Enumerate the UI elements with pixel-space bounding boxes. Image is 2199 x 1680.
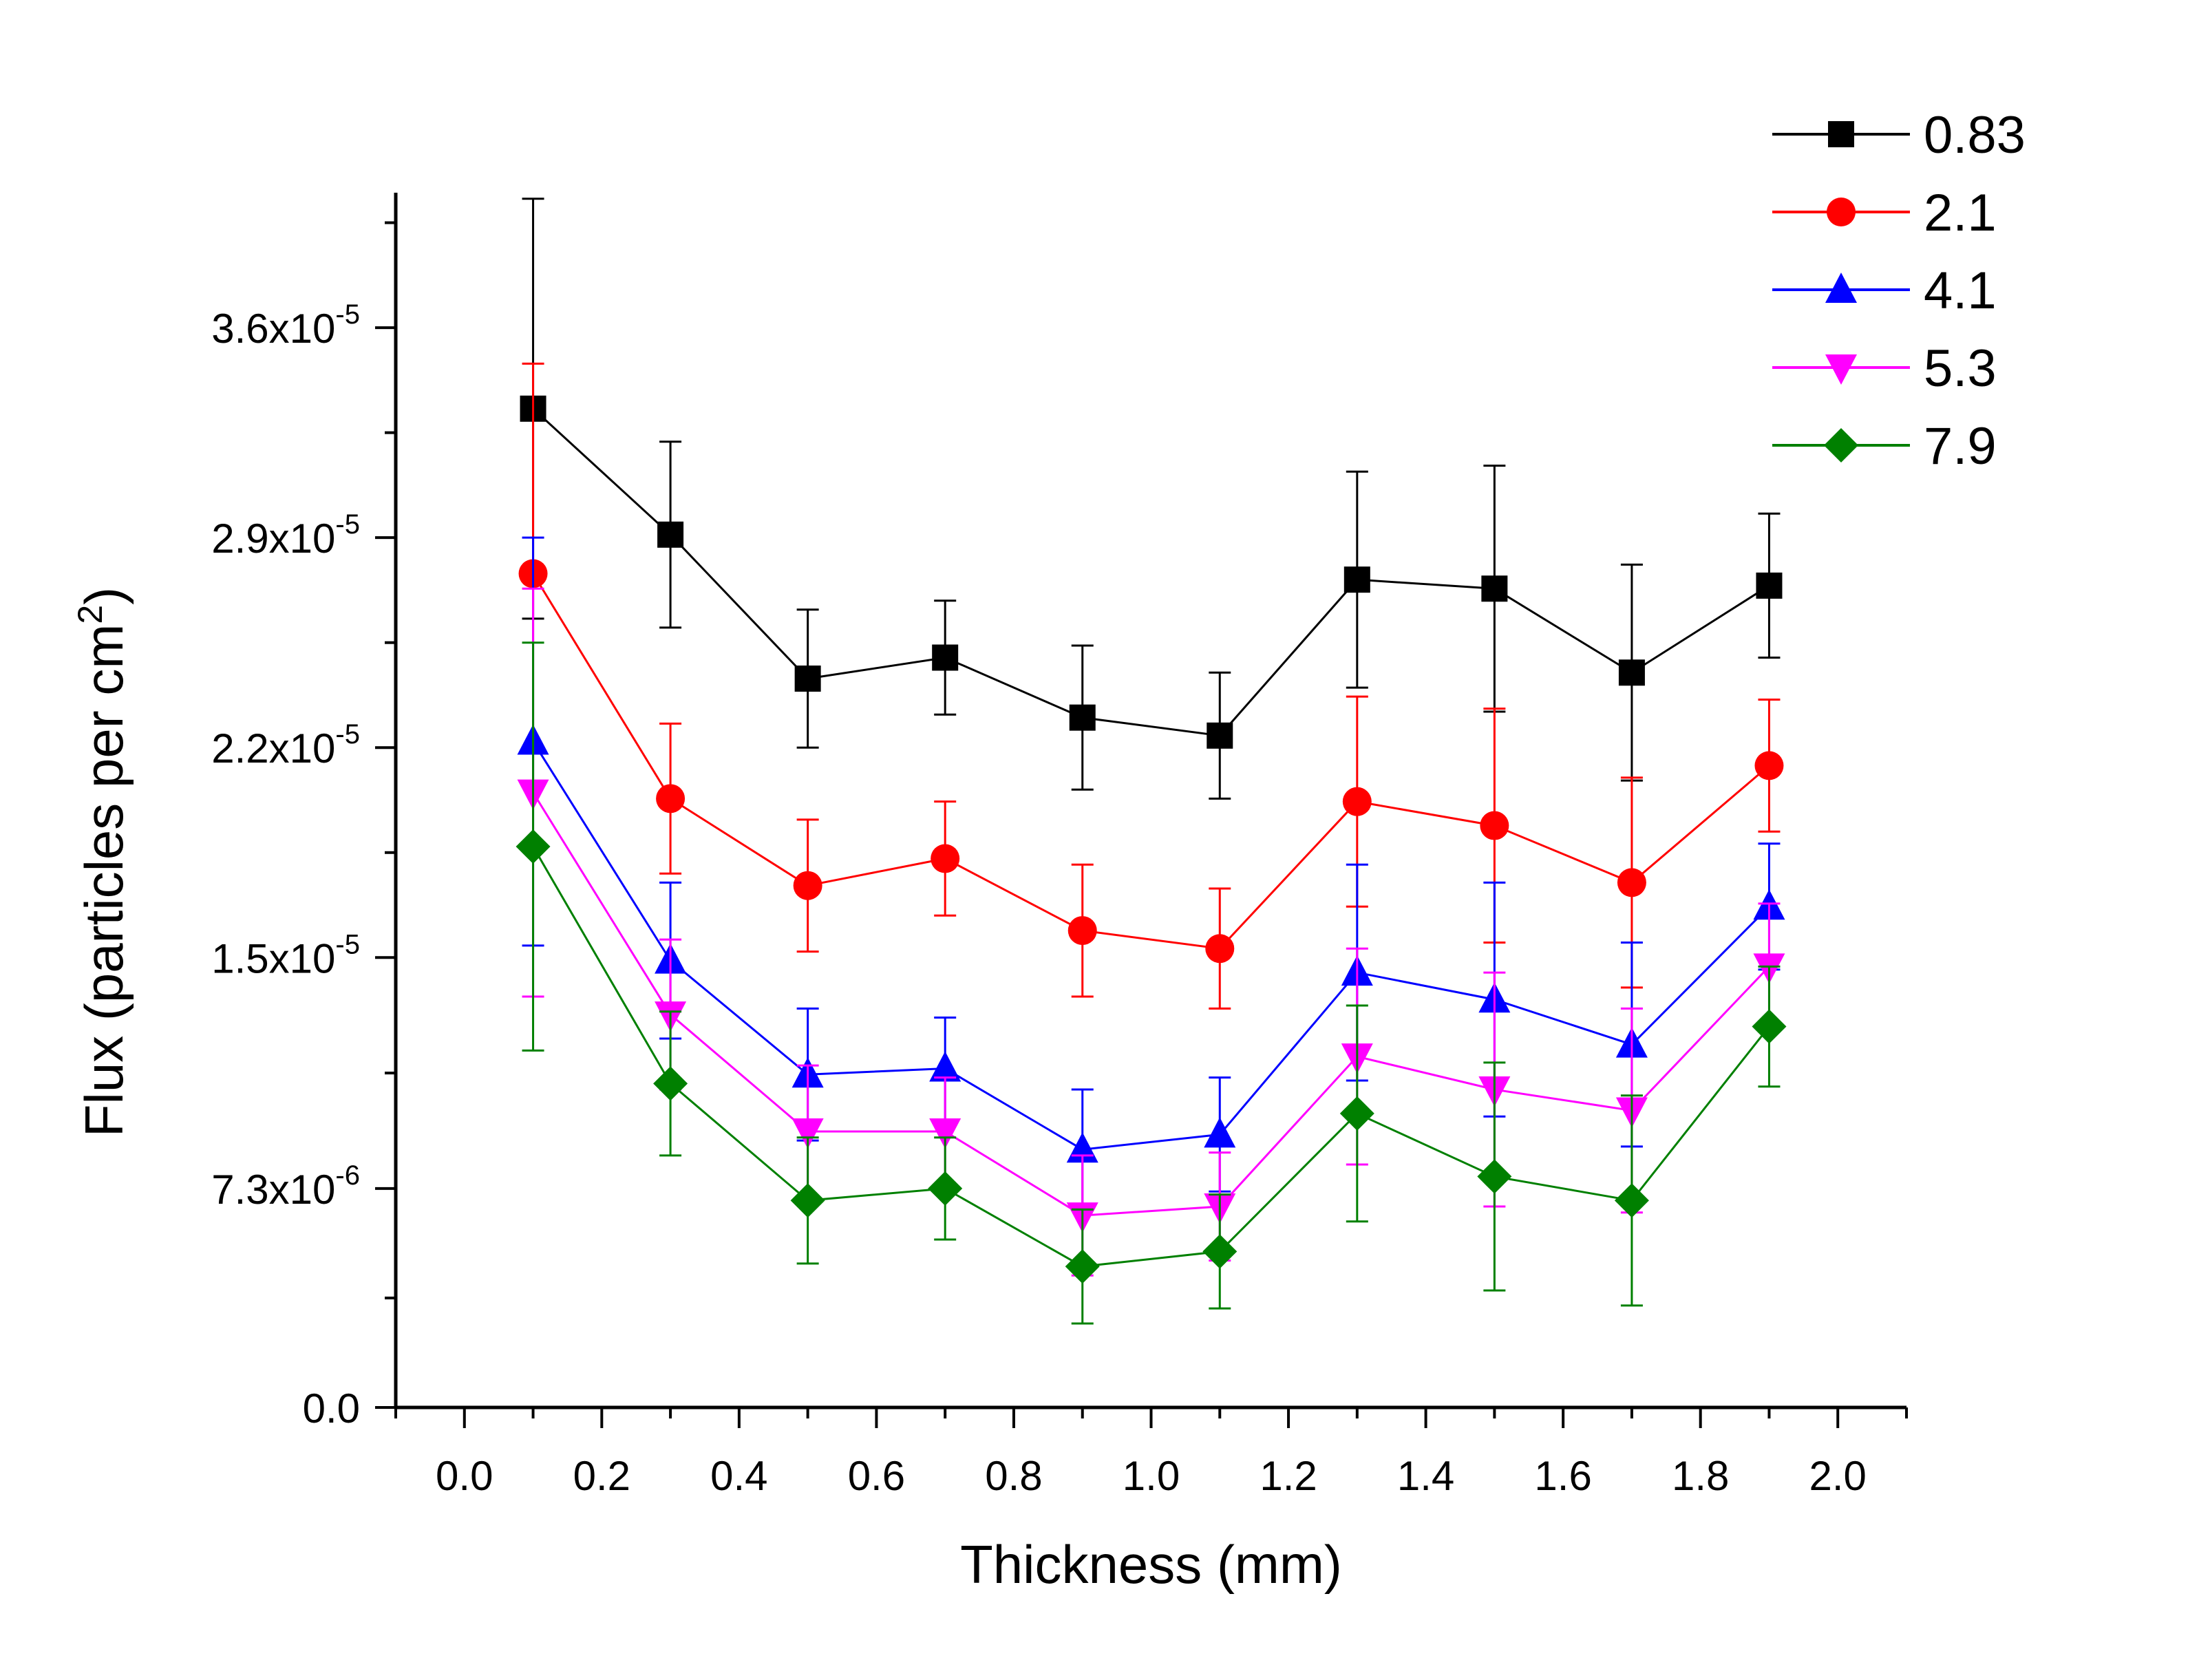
- legend-item-4.1: 4.1: [1772, 262, 1997, 320]
- plot-area: [516, 198, 1787, 1325]
- legend-marker: [1824, 428, 1858, 462]
- axes: 0.0 0.2 0.4 0.6 0.8 1.0 1.2 1.4 1.6 1.8 2.0 0.0 7.3x…: [211, 193, 1908, 1499]
- data-point: [1204, 1117, 1236, 1148]
- series-7.9: [516, 641, 1787, 1325]
- x-tick-label: 1.2: [1260, 1453, 1317, 1499]
- y-axis-title-end: ): [74, 587, 134, 605]
- x-tick-label: 0.4: [710, 1453, 767, 1499]
- data-point: [1205, 934, 1235, 964]
- data-point: [1067, 916, 1097, 946]
- y-tick-mantissa: 7.3x10: [211, 1167, 335, 1213]
- legend-marker: [1827, 198, 1856, 226]
- data-point: [794, 666, 821, 692]
- data-point: [929, 1051, 962, 1082]
- data-point: [656, 784, 686, 814]
- x-tick-label: 1.0: [1123, 1453, 1180, 1499]
- series-4.1: [517, 536, 1785, 1211]
- y-tick-label: 1.5x10-5: [211, 929, 360, 981]
- legend: 0.83 2.1 4.1 5.3 7.9: [1772, 106, 2026, 476]
- legend-item-7.9: 7.9: [1772, 417, 1997, 476]
- data-point: [793, 871, 822, 900]
- x-tick-label: 1.6: [1534, 1453, 1591, 1499]
- legend-label: 2.1: [1924, 184, 1997, 242]
- legend-item-2.1: 2.1: [1772, 184, 1997, 242]
- y-axis-title-superscript: 2: [71, 605, 109, 624]
- y-tick-mantissa: 2.2x10: [211, 725, 335, 772]
- data-point: [929, 1118, 962, 1149]
- legend-item-0.83: 0.83: [1772, 106, 2026, 164]
- data-point: [1754, 751, 1784, 780]
- legend-label: 4.1: [1924, 262, 1997, 320]
- data-point: [1756, 572, 1783, 599]
- y-axis-title-main: Flux (particles per cm: [74, 624, 134, 1138]
- y-tick-label: 3.6x10-5: [211, 299, 360, 352]
- y-tick-mantissa: 1.5x10: [211, 935, 335, 981]
- x-axis-title: Thickness (mm): [960, 1534, 1342, 1595]
- series-line: [532, 741, 1770, 1151]
- series-line: [532, 573, 1770, 950]
- y-tick-mantissa: 2.9x10: [211, 515, 335, 562]
- data-point: [932, 644, 959, 671]
- data-point: [792, 1118, 824, 1149]
- x-tick-label: 1.4: [1397, 1453, 1454, 1499]
- data-point: [1069, 704, 1096, 731]
- y-tick-label: 2.9x10-5: [211, 509, 360, 562]
- x-tick-label: 2.0: [1809, 1453, 1867, 1499]
- y-tick-mantissa: 3.6x10: [211, 306, 335, 352]
- data-point: [653, 1066, 688, 1101]
- series-line: [532, 407, 1770, 737]
- y-axis-title: Flux (particles per cm2): [71, 587, 134, 1137]
- data-point: [790, 1183, 825, 1218]
- legend-label: 7.9: [1924, 417, 1997, 476]
- data-point: [1614, 1183, 1649, 1218]
- y-tick-exponent: -6: [335, 1160, 360, 1191]
- data-point: [1065, 1249, 1100, 1284]
- data-point: [1617, 868, 1646, 897]
- data-point: [657, 521, 684, 548]
- y-tick-exponent: -5: [335, 299, 360, 330]
- x-tick-label: 0.2: [573, 1453, 630, 1499]
- series-5.3: [517, 587, 1785, 1277]
- y-tick-exponent: -5: [335, 509, 360, 540]
- legend-item-5.3: 5.3: [1772, 339, 1997, 398]
- series-2.1: [518, 362, 1784, 1010]
- y-tick-label: 2.2x10-5: [211, 719, 360, 772]
- series-line: [532, 791, 1770, 1217]
- data-point: [931, 844, 960, 873]
- data-point: [1481, 575, 1508, 602]
- y-tick-exponent: -5: [335, 929, 360, 959]
- legend-marker: [1825, 354, 1857, 385]
- data-point: [928, 1171, 963, 1206]
- data-point: [1477, 1159, 1512, 1194]
- x-tick-label: 1.8: [1672, 1453, 1729, 1499]
- data-point: [1207, 722, 1233, 749]
- data-point: [1202, 1234, 1237, 1269]
- x-tick-label: 0.0: [436, 1453, 493, 1499]
- series-0.83: [520, 198, 1783, 800]
- legend-marker: [1828, 121, 1854, 147]
- x-tick-label: 0.8: [985, 1453, 1042, 1499]
- data-point: [1618, 659, 1645, 686]
- data-point: [516, 829, 551, 864]
- data-point: [1342, 787, 1372, 816]
- data-point: [1343, 566, 1370, 593]
- y-tick-label: 0.0: [303, 1385, 360, 1432]
- y-tick-exponent: -5: [335, 719, 360, 749]
- legend-label: 0.83: [1924, 106, 2026, 164]
- x-tick-label: 0.6: [848, 1453, 905, 1499]
- legend-marker: [1825, 273, 1857, 303]
- y-tick-label: 7.3x10-6: [211, 1160, 360, 1213]
- data-point: [1339, 1096, 1374, 1131]
- data-point: [1752, 1009, 1787, 1044]
- legend-label: 5.3: [1924, 339, 1997, 398]
- data-point: [1480, 811, 1509, 840]
- series-line: [532, 846, 1770, 1268]
